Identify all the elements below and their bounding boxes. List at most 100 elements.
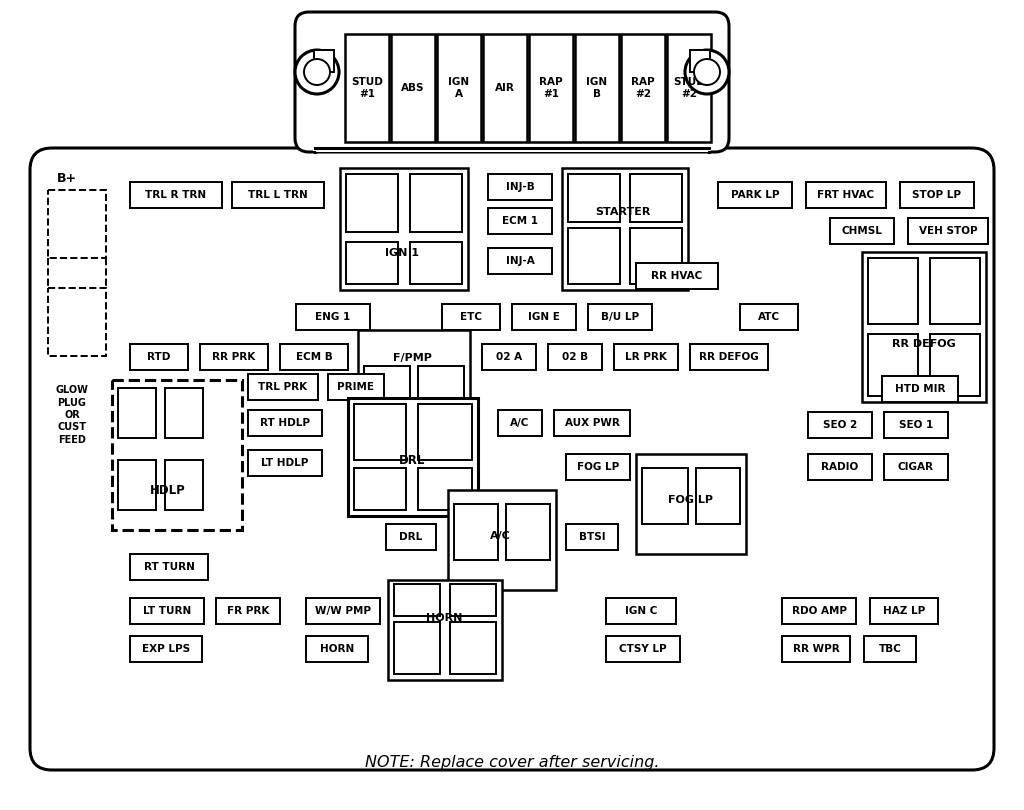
Bar xyxy=(642,468,688,524)
Text: ETC: ETC xyxy=(460,312,482,322)
Text: RTD: RTD xyxy=(147,352,171,362)
Bar xyxy=(306,598,380,624)
Bar xyxy=(313,147,711,151)
Bar xyxy=(165,388,203,438)
Text: STUD
#2: STUD #2 xyxy=(673,77,705,99)
Bar xyxy=(316,146,708,152)
Text: RAP
#2: RAP #2 xyxy=(631,77,654,99)
Text: W/W PMP: W/W PMP xyxy=(315,606,371,616)
Text: RT HDLP: RT HDLP xyxy=(260,418,310,428)
Bar xyxy=(606,598,676,624)
Text: ENG 1: ENG 1 xyxy=(315,312,350,322)
Text: 02 A: 02 A xyxy=(496,352,522,362)
Bar xyxy=(868,334,918,396)
Text: CHMSL: CHMSL xyxy=(842,226,883,236)
Text: STOP LP: STOP LP xyxy=(912,190,962,200)
Text: IGN
A: IGN A xyxy=(449,77,470,99)
Bar xyxy=(364,366,410,406)
Bar xyxy=(130,554,208,580)
Bar xyxy=(280,344,348,370)
Text: PARK LP: PARK LP xyxy=(731,190,779,200)
FancyBboxPatch shape xyxy=(30,148,994,770)
Bar xyxy=(418,404,472,460)
Text: ABS: ABS xyxy=(401,83,425,93)
Text: F/PMP: F/PMP xyxy=(392,353,431,363)
Text: A/C: A/C xyxy=(510,418,529,428)
Bar xyxy=(348,398,478,516)
Bar xyxy=(718,182,792,208)
Bar xyxy=(636,263,718,289)
Text: ATC: ATC xyxy=(758,312,780,322)
Text: RR DEFOG: RR DEFOG xyxy=(699,352,759,362)
Bar xyxy=(216,598,280,624)
Bar xyxy=(130,598,204,624)
Bar xyxy=(450,584,496,616)
Text: IGN E: IGN E xyxy=(528,312,560,322)
Text: RR HVAC: RR HVAC xyxy=(651,271,702,281)
Bar xyxy=(450,622,496,674)
Bar xyxy=(642,460,688,464)
Text: AUX PWR: AUX PWR xyxy=(564,418,620,428)
Text: INJ-B: INJ-B xyxy=(506,182,535,192)
Bar xyxy=(328,374,384,400)
Bar xyxy=(118,388,156,438)
Bar xyxy=(346,242,398,284)
Text: FOG LP: FOG LP xyxy=(668,495,713,505)
Bar xyxy=(418,366,464,406)
Text: PRIME: PRIME xyxy=(338,382,375,392)
Text: FR PRK: FR PRK xyxy=(226,606,269,616)
Bar xyxy=(112,380,242,530)
Bar xyxy=(864,636,916,662)
Bar xyxy=(354,404,406,460)
Bar xyxy=(554,410,630,436)
Text: RR DEFOG: RR DEFOG xyxy=(892,339,955,349)
Bar xyxy=(488,174,552,200)
Bar xyxy=(48,288,106,356)
Text: A/C: A/C xyxy=(489,531,510,541)
Bar xyxy=(548,344,602,370)
Bar xyxy=(340,168,468,290)
Bar xyxy=(306,636,368,662)
Text: HAZ LP: HAZ LP xyxy=(883,606,925,616)
Bar xyxy=(870,598,938,624)
Circle shape xyxy=(304,59,330,85)
Text: B/U LP: B/U LP xyxy=(601,312,639,322)
Bar xyxy=(562,168,688,290)
Text: IGN 1: IGN 1 xyxy=(385,248,419,258)
Bar xyxy=(868,258,918,324)
Bar xyxy=(437,34,481,142)
Bar xyxy=(130,344,188,370)
Text: LT TURN: LT TURN xyxy=(143,606,191,616)
Bar xyxy=(900,182,974,208)
Bar xyxy=(588,304,652,330)
Bar xyxy=(606,636,680,662)
Text: GLOW
PLUG
OR
CUST
FEED: GLOW PLUG OR CUST FEED xyxy=(55,386,88,445)
Circle shape xyxy=(65,306,89,330)
Bar xyxy=(410,242,462,284)
Text: BTSI: BTSI xyxy=(579,532,605,542)
Text: TRL R TRN: TRL R TRN xyxy=(145,190,207,200)
Bar xyxy=(391,34,435,142)
Bar xyxy=(248,450,322,476)
Circle shape xyxy=(694,59,720,85)
Text: FRT HVAC: FRT HVAC xyxy=(817,190,874,200)
Bar xyxy=(394,622,440,674)
Text: CTSY LP: CTSY LP xyxy=(620,644,667,654)
Bar xyxy=(483,34,527,142)
Bar xyxy=(882,376,958,402)
Text: 02 B: 02 B xyxy=(562,352,588,362)
Text: NOTE: Replace cover after servicing.: NOTE: Replace cover after servicing. xyxy=(365,754,659,769)
Bar xyxy=(568,174,620,222)
Bar xyxy=(808,412,872,438)
Bar xyxy=(830,218,894,244)
Bar xyxy=(636,454,746,554)
Bar xyxy=(512,304,575,330)
Text: TBC: TBC xyxy=(879,644,901,654)
Bar xyxy=(696,468,740,524)
Bar xyxy=(782,636,850,662)
Text: HORN: HORN xyxy=(319,644,354,654)
Bar xyxy=(908,218,988,244)
Circle shape xyxy=(65,208,89,232)
Bar xyxy=(930,334,980,396)
Circle shape xyxy=(295,50,339,94)
